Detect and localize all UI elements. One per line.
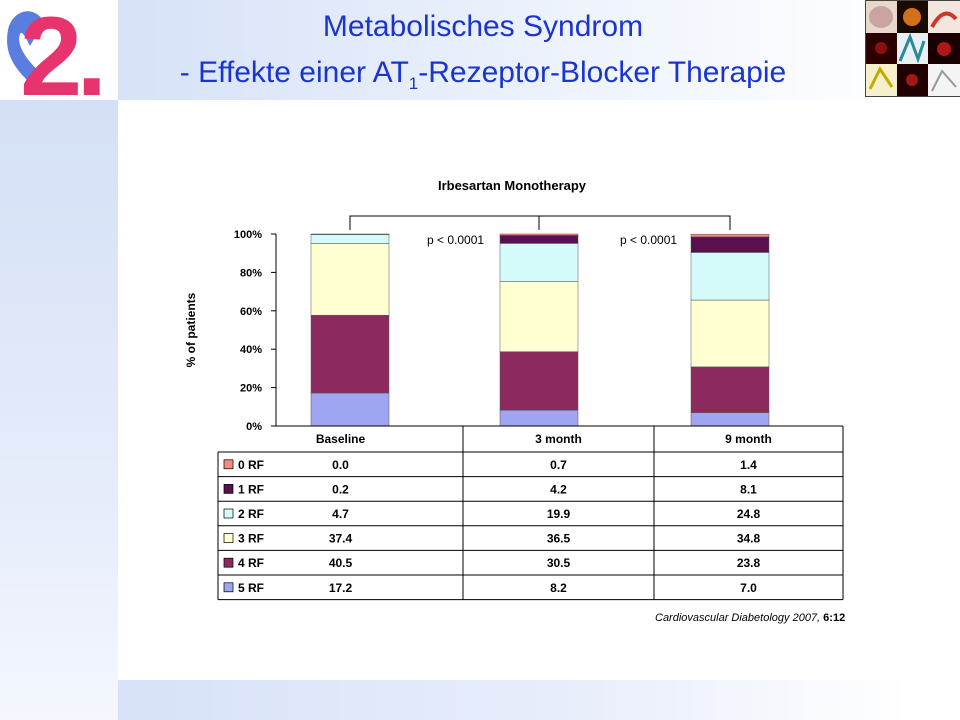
y-tick-label: 40%	[240, 344, 262, 356]
mosaic-fluorescence-icon	[903, 8, 921, 26]
left-decor-band	[0, 100, 118, 720]
x-category-label: 3 month	[535, 432, 582, 446]
data-label: 8.2	[550, 581, 567, 595]
x-category-label: Baseline	[316, 432, 366, 446]
y-tick-label: 80%	[240, 267, 262, 279]
bar-segment	[310, 234, 390, 244]
header-band	[118, 0, 960, 100]
slide-title-line-2: - Effekte einer AT1-Rezeptor-Blocker The…	[118, 56, 848, 94]
x-category-label: 9 month	[725, 432, 772, 446]
p-value-label: p < 0.0001	[427, 233, 484, 247]
bar-segment	[499, 243, 579, 282]
legend-swatch	[223, 557, 234, 568]
bar-segment	[310, 233, 390, 235]
data-label: 36.5	[547, 532, 571, 546]
y-tick-label: 100%	[234, 229, 262, 241]
bar-segment	[310, 314, 390, 394]
data-label: 23.8	[737, 556, 761, 570]
source-journal: Cardiovascular Diabetology	[655, 612, 790, 624]
image-mosaic	[865, 0, 960, 97]
bar-segment	[690, 366, 770, 413]
legend-label: 2 RF	[238, 507, 264, 521]
data-label: 4.2	[550, 482, 567, 496]
legend-swatch	[223, 582, 234, 593]
data-label: 37.4	[329, 532, 353, 546]
legend-swatch	[223, 533, 234, 543]
source-year: 2007,	[792, 612, 821, 624]
legend-label: 3 RF	[238, 532, 264, 546]
data-label: 1.4	[740, 458, 757, 472]
mosaic-tile	[928, 64, 960, 96]
legend-swatch	[223, 459, 234, 470]
source-citation: Cardiovascular Diabetology 2007, 6:12	[655, 612, 845, 624]
data-label: 17.2	[329, 581, 353, 595]
data-label: 34.8	[737, 532, 761, 546]
bar-segment	[499, 281, 579, 352]
y-tick-label: 60%	[240, 306, 262, 318]
mosaic-dot-icon	[906, 74, 918, 86]
mosaic-vessel-icon	[930, 11, 958, 28]
mosaic-cell-icon	[869, 6, 893, 28]
bar-segment	[499, 233, 579, 236]
y-tick-label: 20%	[240, 383, 262, 395]
bottom-decor-band	[118, 680, 908, 720]
bar-segment	[690, 252, 770, 301]
mosaic-protein-icon	[898, 32, 926, 64]
bar-segment	[690, 412, 770, 427]
legend-swatch	[223, 508, 234, 519]
data-label: 40.5	[329, 556, 353, 570]
legend-label: 4 RF	[238, 556, 264, 570]
logo: 2.	[7, 0, 107, 100]
source-ref: 6:12	[823, 612, 846, 624]
data-label: 0.2	[332, 482, 349, 496]
title-subscript: 1	[408, 74, 419, 93]
data-label: 7.0	[740, 581, 757, 595]
title-prefix: - Effekte einer AT	[179, 56, 409, 89]
legend-label: 0 RF	[238, 458, 264, 472]
mosaic-spot-icon	[937, 42, 951, 56]
bar-segment	[499, 351, 579, 411]
legend-swatch	[223, 484, 234, 494]
y-axis-label: % of patients	[184, 292, 198, 367]
logo-heart-icon	[7, 11, 44, 91]
bar-segment	[690, 236, 770, 253]
chart-title: Irbesartan Monotherapy	[438, 178, 587, 193]
legend-label: 1 RF	[238, 482, 264, 496]
chart: Irbesartan Monotherapy p < 0.0001 p < 0.00…	[184, 178, 844, 601]
data-label: 19.9	[547, 507, 571, 521]
data-label: 0.7	[550, 458, 567, 472]
significance-bracket	[349, 215, 731, 230]
bar-segment	[499, 235, 579, 244]
data-label: 30.5	[547, 556, 571, 570]
bar-segment	[310, 243, 390, 316]
slide-title-line-1: Metabolisches Syndrom	[322, 10, 644, 43]
data-label: 24.8	[737, 507, 761, 521]
data-label: 8.1	[740, 482, 757, 496]
data-label: 0.0	[332, 458, 349, 472]
bar-segment	[690, 299, 770, 368]
bar-segment	[310, 392, 390, 427]
data-label: 4.7	[332, 507, 349, 521]
mosaic-structure-icon	[868, 66, 894, 90]
y-tick-label: 0%	[246, 421, 262, 433]
bar-segment	[499, 410, 579, 427]
mosaic-molecule-icon	[931, 69, 957, 92]
title-suffix: -Rezeptor-Blocker Therapie	[418, 56, 787, 89]
mosaic-stain-icon	[875, 42, 887, 54]
logo-text: 2.	[20, 0, 101, 100]
legend-label: 5 RF	[238, 581, 264, 595]
p-value-label: p < 0.0001	[620, 233, 677, 247]
bar-segment	[690, 233, 770, 238]
